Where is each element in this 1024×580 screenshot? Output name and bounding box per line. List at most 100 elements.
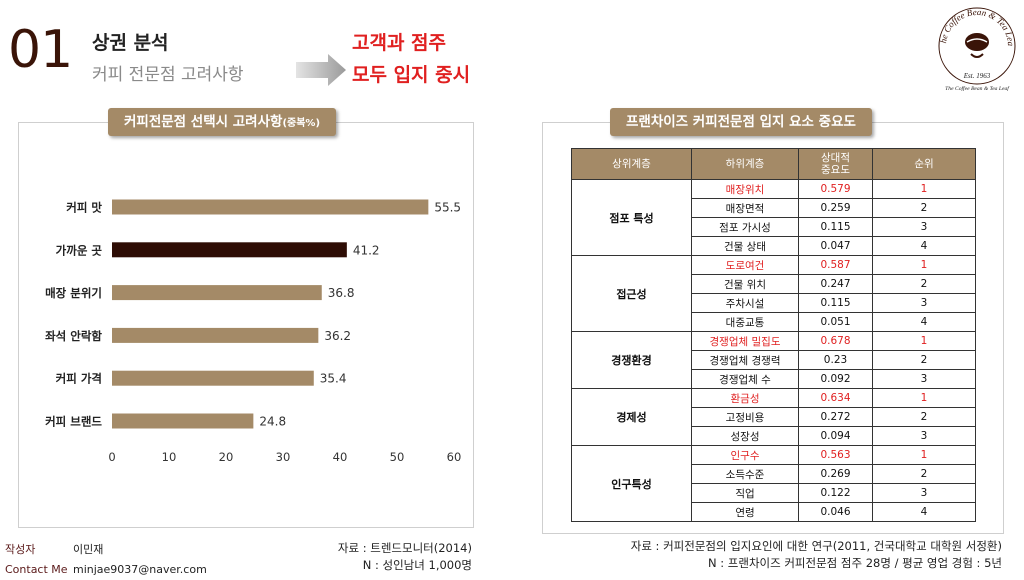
value-label: 36.8 bbox=[328, 286, 355, 300]
category-label: 매장 분위기 bbox=[45, 286, 102, 300]
x-tick-label: 50 bbox=[390, 450, 405, 464]
sub-factor-cell: 소득수준 bbox=[691, 464, 799, 484]
importance-cell: 0.115 bbox=[798, 293, 873, 313]
sub-factor-cell: 주차시설 bbox=[691, 293, 799, 313]
table-row: 고정비용 0.272 2 bbox=[572, 407, 976, 427]
author-info: 작성자 이민재 Contact Me minjae9037@naver.com bbox=[5, 540, 207, 580]
section-subtitle: 커피 전문점 고려사항 bbox=[92, 65, 244, 85]
importance-cell: 0.094 bbox=[798, 426, 873, 446]
importance-cell: 0.122 bbox=[798, 483, 873, 503]
sub-factor-cell: 인구수 bbox=[691, 445, 799, 465]
value-label: 41.2 bbox=[353, 243, 380, 257]
sub-factor-cell: 매장위치 bbox=[691, 179, 799, 199]
table-row: 경제성 환금성 0.634 1 bbox=[571, 388, 976, 446]
group-name-cell: 접근성 bbox=[571, 255, 692, 332]
table-row: 경쟁업체 수 0.092 3 bbox=[572, 369, 976, 389]
section-title: 상권 분석 bbox=[92, 32, 169, 54]
rank-cell: 2 bbox=[872, 274, 976, 294]
category-label: 커피 브랜드 bbox=[45, 415, 102, 429]
rank-cell: 1 bbox=[872, 388, 976, 408]
x-tick-label: 20 bbox=[219, 450, 234, 464]
importance-cell: 0.272 bbox=[798, 407, 873, 427]
category-label: 좌석 안락함 bbox=[45, 329, 102, 343]
sub-factor-cell: 경쟁업체 수 bbox=[691, 369, 799, 389]
header-lower: 하위계층 bbox=[691, 148, 799, 180]
left-caption-text: 커피전문점 선택시 고려사항 bbox=[124, 114, 283, 130]
table-row: 인구특성 인구수 0.563 1 bbox=[571, 445, 976, 522]
importance-cell: 0.563 bbox=[798, 445, 873, 465]
value-label: 24.8 bbox=[259, 415, 286, 429]
importance-cell: 0.23 bbox=[798, 350, 873, 370]
sub-factor-cell: 도로여건 bbox=[691, 255, 799, 275]
sub-factor-cell: 대중교통 bbox=[691, 312, 799, 332]
highlight-line-1: 고객과 점주 bbox=[352, 32, 447, 54]
importance-table: 상위계층 하위계층 상대적 중요도 순위 점포 특성 매장위치 0.579 1 매장면적 0… bbox=[571, 148, 976, 522]
rank-cell: 4 bbox=[872, 502, 976, 522]
source-left: 자료 : 트렌드모니터(2014) N : 성인남녀 1,000명 bbox=[338, 540, 472, 574]
group-name-cell: 경제성 bbox=[571, 388, 692, 446]
bar bbox=[112, 413, 254, 429]
header-upper: 상위계층 bbox=[571, 148, 692, 180]
importance-cell: 0.579 bbox=[798, 179, 873, 199]
importance-cell: 0.678 bbox=[798, 331, 873, 351]
rank-cell: 2 bbox=[872, 464, 976, 484]
category-label: 가까운 곳 bbox=[56, 243, 103, 257]
rank-cell: 3 bbox=[872, 426, 976, 446]
table-row: 점포 가시성 0.115 3 bbox=[572, 217, 976, 237]
rank-cell: 3 bbox=[872, 293, 976, 313]
logo-est: Est. 1963 bbox=[963, 72, 991, 80]
source-right-line2: N : 프랜차이즈 커피전문점 점주 28명 / 평균 영업 경험 : 5년 bbox=[708, 556, 1002, 570]
left-panel-caption: 커피전문점 선택시 고려사항(중복%) bbox=[108, 108, 337, 136]
right-panel-caption: 프랜차이즈 커피전문점 입지 요소 중요도 bbox=[610, 108, 872, 136]
category-label: 커피 가격 bbox=[56, 372, 102, 386]
group-name-cell: 점포 특성 bbox=[571, 179, 692, 256]
rank-cell: 2 bbox=[872, 198, 976, 218]
rank-cell: 2 bbox=[872, 350, 976, 370]
author-label: 작성자 bbox=[5, 543, 36, 556]
rank-cell: 2 bbox=[872, 407, 976, 427]
logo-tagline: The Coffee Bean & Tea Leaf bbox=[945, 85, 1010, 92]
bar bbox=[112, 327, 319, 343]
group-name-cell: 인구특성 bbox=[571, 445, 692, 522]
x-tick-label: 40 bbox=[333, 450, 348, 464]
highlight-line-2: 모두 입지 중시 bbox=[352, 64, 471, 86]
x-tick-label: 30 bbox=[276, 450, 291, 464]
bar bbox=[112, 199, 429, 215]
value-label: 55.5 bbox=[434, 201, 461, 215]
sub-factor-cell: 점포 가시성 bbox=[691, 217, 799, 237]
sub-factor-cell: 경쟁업체 경쟁력 bbox=[691, 350, 799, 370]
table-row: 소득수준 0.269 2 bbox=[572, 464, 976, 484]
importance-cell: 0.051 bbox=[798, 312, 873, 332]
header-importance: 상대적 중요도 bbox=[798, 148, 873, 180]
rank-cell: 3 bbox=[872, 369, 976, 389]
header-rank: 순위 bbox=[872, 148, 976, 180]
importance-cell: 0.115 bbox=[798, 217, 873, 237]
importance-cell: 0.259 bbox=[798, 198, 873, 218]
table-row: 성장성 0.094 3 bbox=[572, 426, 976, 446]
contact-label: Contact Me bbox=[5, 563, 68, 576]
source-right-line1: 자료 : 커피전문점의 입지요인에 대한 연구(2011, 건국대학교 대학원 … bbox=[630, 539, 1002, 553]
importance-cell: 0.046 bbox=[798, 502, 873, 522]
table-row: 대중교통 0.051 4 bbox=[572, 312, 976, 332]
author-email[interactable]: minjae9037@naver.com bbox=[73, 563, 207, 576]
sub-factor-cell: 건물 위치 bbox=[691, 274, 799, 294]
table-row: 경쟁업체 경쟁력 0.23 2 bbox=[572, 350, 976, 370]
source-right: 자료 : 커피전문점의 입지요인에 대한 연구(2011, 건국대학교 대학원 … bbox=[631, 538, 1002, 572]
bar bbox=[112, 285, 322, 301]
sub-factor-cell: 직업 bbox=[691, 483, 799, 503]
importance-cell: 0.092 bbox=[798, 369, 873, 389]
arrow-right-icon bbox=[296, 54, 346, 86]
value-label: 35.4 bbox=[320, 372, 347, 386]
importance-cell: 0.269 bbox=[798, 464, 873, 484]
x-tick-label: 10 bbox=[162, 450, 177, 464]
left-caption-note: (중복%) bbox=[282, 118, 321, 129]
rank-cell: 4 bbox=[872, 236, 976, 256]
sub-factor-cell: 성장성 bbox=[691, 426, 799, 446]
rank-cell: 1 bbox=[872, 255, 976, 275]
rank-cell: 1 bbox=[872, 331, 976, 351]
group-name-cell: 경쟁환경 bbox=[571, 331, 692, 389]
value-label: 36.2 bbox=[324, 329, 351, 343]
rank-cell: 4 bbox=[872, 312, 976, 332]
rank-cell: 3 bbox=[872, 483, 976, 503]
rank-cell: 1 bbox=[872, 179, 976, 199]
